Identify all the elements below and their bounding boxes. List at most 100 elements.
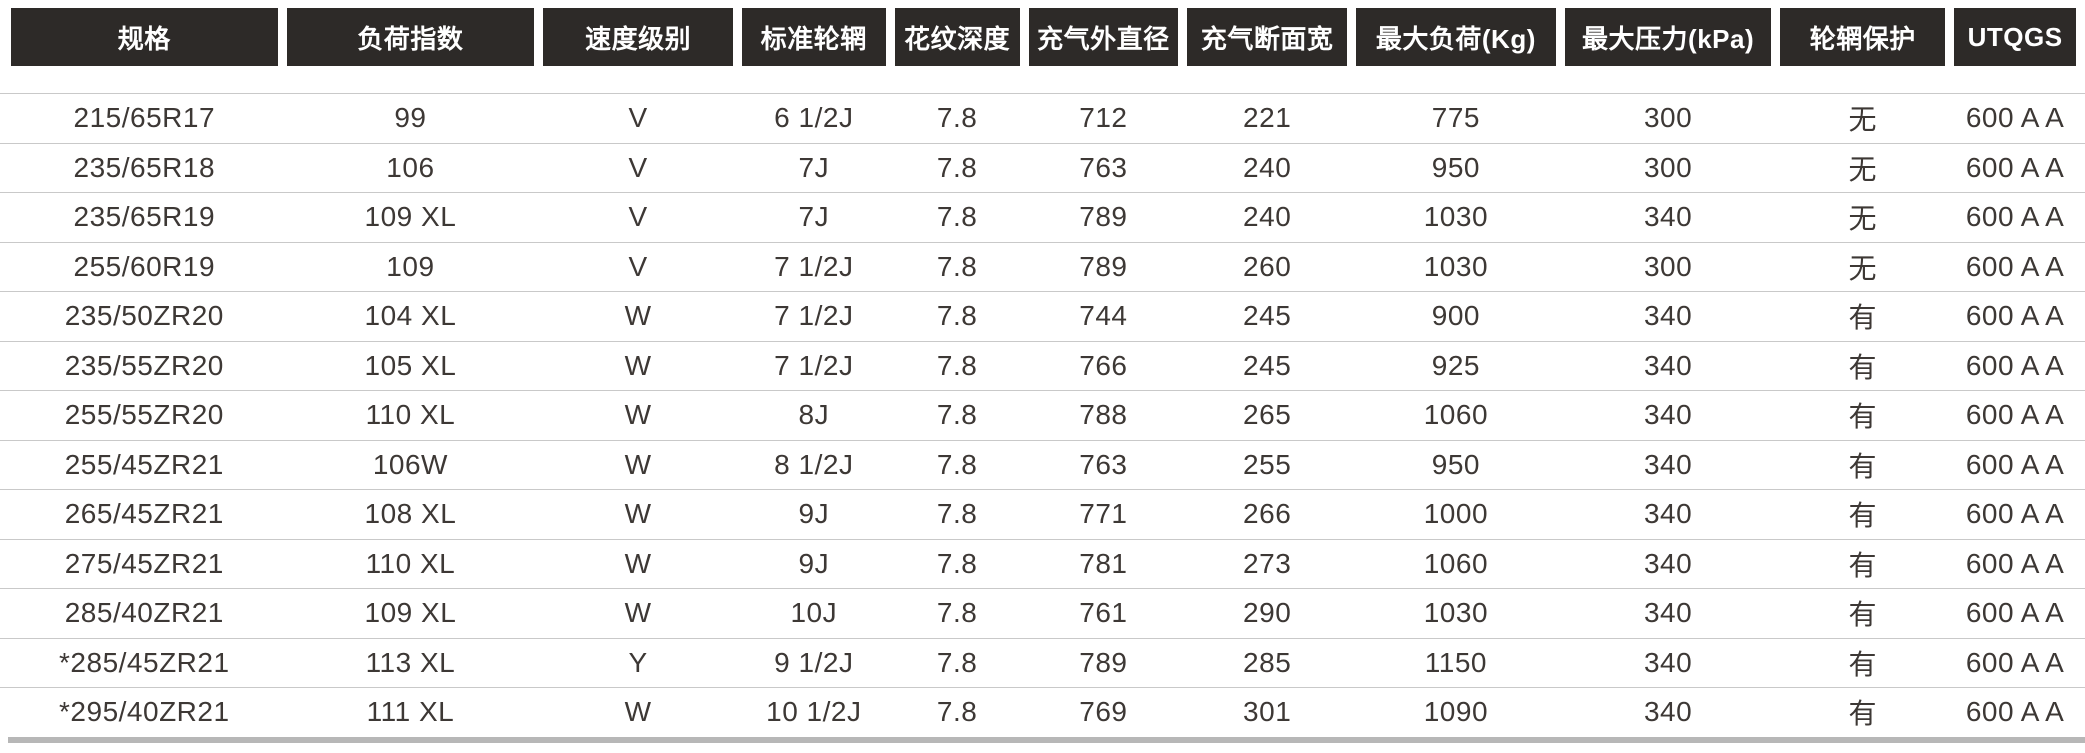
cell-load-index: 104 XL bbox=[364, 300, 457, 332]
cell-spec: 235/55ZR20 bbox=[64, 349, 224, 381]
column-header-tread-depth: 花纹深度 bbox=[894, 8, 1020, 66]
cell-load-index: 109 XL bbox=[364, 201, 457, 233]
cell-tread-depth: 7.8 bbox=[936, 102, 978, 134]
cell-rim-protection: 有 bbox=[1848, 450, 1878, 482]
cell-inflated-section-width: 240 bbox=[1243, 151, 1292, 183]
cell-tread-depth: 7.8 bbox=[936, 646, 978, 678]
cell-utqgs: 600 A A bbox=[1965, 151, 2065, 183]
cell-standard-rim: 7J bbox=[798, 151, 830, 183]
cell-max-load-kg: 1060 bbox=[1423, 547, 1489, 579]
cell-utqgs: 600 A A bbox=[1965, 300, 2065, 332]
cell-max-load-kg: 775 bbox=[1431, 102, 1480, 134]
cell-spec: 255/60R19 bbox=[73, 250, 216, 282]
cell-tread-depth: 7.8 bbox=[936, 597, 978, 629]
cell-max-pressure-kpa: 340 bbox=[1643, 597, 1693, 629]
cell-speed-rating: V bbox=[628, 102, 648, 134]
table-row: *285/45ZR21 113 XL Y 9 1/2J 7.8 789 285 1150 340… bbox=[0, 637, 2085, 688]
cell-speed-rating: Y bbox=[628, 646, 648, 678]
cell-max-load-kg: 1060 bbox=[1423, 399, 1489, 431]
cell-max-load-kg: 950 bbox=[1431, 151, 1480, 183]
cell-load-index: 106W bbox=[372, 448, 448, 480]
table-row: 275/45ZR21 110 XL W 9J 7.8 781 273 1060 340 有 600 … bbox=[0, 538, 2085, 589]
cell-utqgs: 600 A A bbox=[1965, 646, 2065, 678]
cell-rim-protection: 有 bbox=[1848, 302, 1878, 334]
cell-tread-depth: 7.8 bbox=[936, 399, 978, 431]
column-header-inflated-section-width: 充气断面宽 bbox=[1187, 8, 1348, 66]
cell-inflated-section-width: 301 bbox=[1243, 696, 1292, 728]
table-row: 235/55ZR20 105 XL W 7 1/2J 7.8 766 245 925 340 有 6… bbox=[0, 340, 2085, 391]
cell-max-pressure-kpa: 340 bbox=[1643, 300, 1693, 332]
cell-load-index: 110 XL bbox=[365, 399, 456, 431]
cell-inflated-section-width: 255 bbox=[1243, 448, 1292, 480]
cell-speed-rating: W bbox=[624, 399, 652, 431]
cell-inflated-outer-diameter: 766 bbox=[1079, 349, 1128, 381]
cell-load-index: 113 XL bbox=[365, 646, 456, 678]
cell-utqgs: 600 A A bbox=[1965, 349, 2065, 381]
table-row: 215/65R17 99 V 6 1/2J 7.8 712 221 775 300 无 600 A … bbox=[0, 93, 2085, 143]
cell-tread-depth: 7.8 bbox=[936, 498, 978, 530]
cell-speed-rating: W bbox=[624, 300, 652, 332]
table-bottom-bar bbox=[8, 736, 2085, 743]
cell-standard-rim: 8J bbox=[798, 399, 830, 431]
cell-inflated-outer-diameter: 789 bbox=[1079, 646, 1128, 678]
cell-inflated-outer-diameter: 789 bbox=[1079, 201, 1128, 233]
cell-standard-rim: 6 1/2J bbox=[774, 102, 854, 134]
cell-max-pressure-kpa: 340 bbox=[1643, 498, 1693, 530]
cell-max-pressure-kpa: 340 bbox=[1643, 547, 1693, 579]
cell-speed-rating: V bbox=[628, 250, 648, 282]
table-row: 235/65R18 106 V 7J 7.8 763 240 950 300 无 600 A A bbox=[0, 142, 2085, 193]
cell-rim-protection: 有 bbox=[1848, 500, 1878, 532]
cell-spec: 285/40ZR21 bbox=[64, 597, 224, 629]
table-row: *295/40ZR21 111 XL W 10 1/2J 7.8 769 301 1090 34… bbox=[0, 687, 2085, 737]
cell-tread-depth: 7.8 bbox=[936, 349, 978, 381]
cell-standard-rim: 7 1/2J bbox=[774, 250, 854, 282]
cell-inflated-outer-diameter: 712 bbox=[1079, 102, 1128, 134]
cell-standard-rim: 7 1/2J bbox=[774, 349, 854, 381]
cell-inflated-outer-diameter: 788 bbox=[1079, 399, 1128, 431]
cell-speed-rating: W bbox=[624, 597, 652, 629]
cell-load-index: 108 XL bbox=[364, 498, 457, 530]
cell-inflated-outer-diameter: 761 bbox=[1079, 597, 1128, 629]
cell-spec: 235/65R18 bbox=[73, 151, 216, 183]
cell-inflated-outer-diameter: 781 bbox=[1079, 547, 1128, 579]
column-header-speed-rating: 速度级别 bbox=[543, 8, 733, 66]
cell-standard-rim: 9J bbox=[798, 547, 830, 579]
cell-standard-rim: 10J bbox=[790, 597, 838, 629]
cell-load-index: 105 XL bbox=[364, 349, 457, 381]
column-header-standard-rim: 标准轮辋 bbox=[741, 8, 886, 66]
cell-inflated-outer-diameter: 763 bbox=[1079, 448, 1128, 480]
cell-tread-depth: 7.8 bbox=[936, 696, 978, 728]
column-header-max-load-kg: 最大负荷(Kg) bbox=[1356, 8, 1556, 66]
cell-rim-protection: 无 bbox=[1848, 153, 1878, 185]
cell-speed-rating: W bbox=[624, 498, 652, 530]
cell-inflated-outer-diameter: 769 bbox=[1079, 696, 1128, 728]
cell-standard-rim: 7 1/2J bbox=[774, 300, 854, 332]
tire-spec-table: 规格 负荷指数 速度级别 标准轮辋 花纹深度 充气外直径 充气断面宽 最大负荷(Kg) 最大压力… bbox=[0, 8, 2085, 753]
cell-inflated-outer-diameter: 771 bbox=[1079, 498, 1128, 530]
cell-tread-depth: 7.8 bbox=[936, 300, 978, 332]
cell-utqgs: 600 A A bbox=[1965, 696, 2065, 728]
cell-inflated-section-width: 245 bbox=[1243, 300, 1292, 332]
cell-speed-rating: V bbox=[628, 201, 648, 233]
cell-spec: 215/65R17 bbox=[73, 102, 216, 134]
cell-inflated-section-width: 245 bbox=[1243, 349, 1292, 381]
table-row: 235/65R19 109 XL V 7J 7.8 789 240 1030 340 无 600 A… bbox=[0, 192, 2085, 242]
cell-standard-rim: 9J bbox=[798, 498, 830, 530]
cell-max-load-kg: 1000 bbox=[1423, 498, 1489, 530]
cell-inflated-section-width: 260 bbox=[1243, 250, 1292, 282]
cell-tread-depth: 7.8 bbox=[936, 250, 978, 282]
cell-load-index: 106 bbox=[386, 151, 435, 183]
cell-speed-rating: W bbox=[624, 448, 652, 480]
table-row: 255/60R19 109 V 7 1/2J 7.8 789 260 1030 300 无 600 … bbox=[0, 241, 2085, 292]
cell-utqgs: 600 A A bbox=[1965, 498, 2065, 530]
cell-rim-protection: 无 bbox=[1848, 203, 1878, 235]
cell-rim-protection: 无 bbox=[1848, 252, 1878, 284]
cell-max-pressure-kpa: 300 bbox=[1643, 102, 1693, 134]
cell-max-pressure-kpa: 340 bbox=[1643, 646, 1693, 678]
cell-utqgs: 600 A A bbox=[1965, 250, 2065, 282]
cell-utqgs: 600 A A bbox=[1965, 201, 2065, 233]
cell-max-pressure-kpa: 340 bbox=[1643, 399, 1693, 431]
cell-standard-rim: 9 1/2J bbox=[774, 646, 854, 678]
cell-speed-rating: W bbox=[624, 547, 652, 579]
column-header-rim-protection: 轮辋保护 bbox=[1780, 8, 1946, 66]
